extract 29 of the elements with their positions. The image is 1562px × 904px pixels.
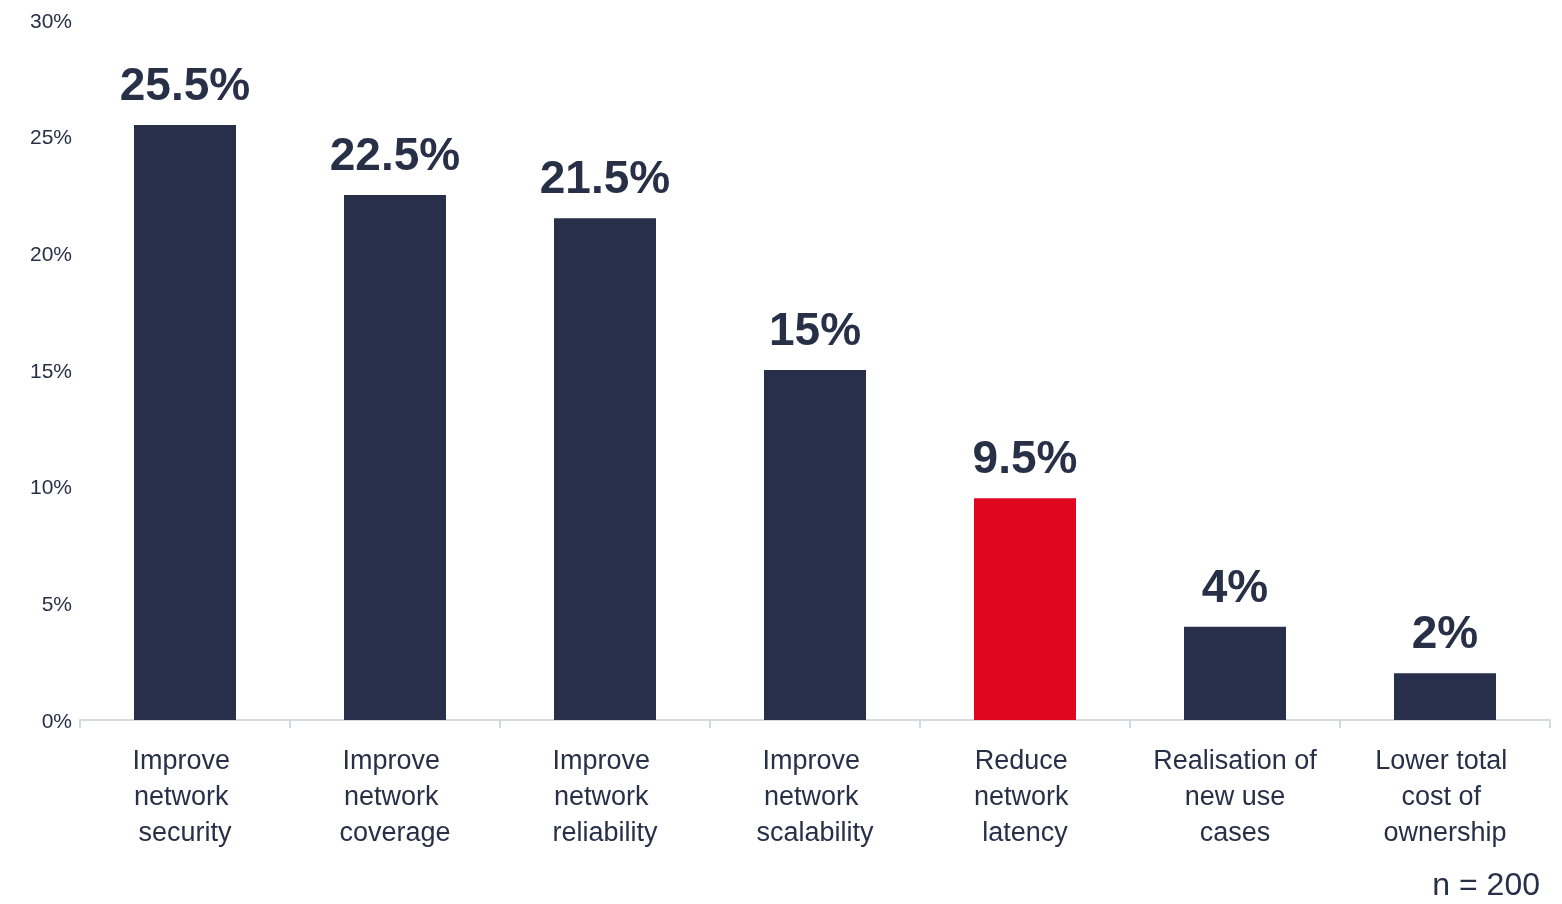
data-label: 2% [1411, 606, 1479, 659]
x-tick-label: Realisation of new use cases [1153, 745, 1318, 847]
bar [764, 370, 866, 720]
y-tick-label: 20% [29, 241, 72, 265]
data-label: 15% [768, 303, 862, 355]
y-tick-label: 25% [29, 125, 72, 149]
data-label: 9.5% [972, 431, 1078, 484]
x-tick-label: Improve network coverage [339, 745, 451, 847]
y-tick-label: 30% [29, 8, 72, 32]
bar [134, 125, 236, 720]
y-tick-label: 15% [29, 358, 72, 382]
data-label: 22.5% [329, 128, 461, 180]
data-label: 21.5% [539, 151, 671, 204]
x-tick-label: Improve network scalability [756, 745, 875, 847]
bar [1184, 626, 1286, 720]
text: n = 200 [1432, 866, 1540, 902]
x-tick-label: Reduce network latency [973, 745, 1077, 847]
x-tick-label: Improve network reliability [552, 745, 659, 847]
y-tick-label: 10% [29, 475, 72, 499]
x-tick-label: Improve network security [132, 745, 238, 847]
data-label: 4% [1201, 559, 1269, 612]
bar [1394, 673, 1496, 720]
data-label: 25.5% [119, 58, 251, 110]
y-tick-label: 5% [41, 591, 72, 615]
bar [554, 218, 656, 720]
bar [974, 498, 1076, 720]
bar [344, 195, 446, 720]
x-tick-label: Lower total cost of ownership [1375, 745, 1515, 847]
y-tick-label: 0% [41, 708, 72, 732]
